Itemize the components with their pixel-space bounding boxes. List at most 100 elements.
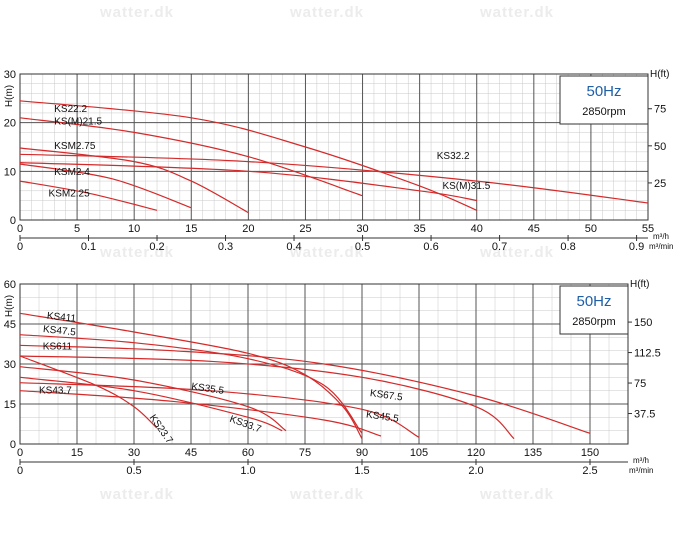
chart-subtitle: 2850rpm	[572, 316, 615, 328]
x-tick-label: 75	[299, 447, 311, 459]
watermark-text: watter.dk	[100, 244, 175, 261]
curve-label: KSM2.75	[54, 141, 96, 152]
curve-ks33-7	[19, 376, 283, 432]
x-tick-label: 20	[242, 223, 254, 235]
right-y-tick-label: 50	[654, 141, 666, 153]
x-tick-label: 15	[185, 223, 197, 235]
x-tick-label: 5	[74, 223, 80, 235]
chart-title: 50Hz	[576, 293, 611, 310]
x2-tick-label: 0.7	[492, 241, 507, 253]
curve-label: KS(M)21.5	[54, 117, 102, 128]
curve-label: KS(M)31.5	[442, 181, 490, 192]
x2-tick-label: 0.5	[355, 241, 370, 253]
curve-ksm2-75	[19, 147, 249, 214]
y-axis-label-right: H(ft)	[650, 69, 669, 80]
x-tick-label: 45	[185, 447, 197, 459]
curve-ks-m-31-5	[19, 162, 477, 202]
y-tick-label: 10	[4, 166, 16, 178]
x2-tick-label: 0.1	[81, 241, 96, 253]
x-axis-unit-primary: m³/h	[633, 456, 649, 465]
curve-ksm2-4	[19, 163, 192, 209]
right-y-tick-label: 37.5	[634, 409, 655, 421]
curve-label: KS67.5	[369, 388, 403, 404]
right-y-tick-label: 150	[634, 317, 652, 329]
x-axis-unit-secondary: m³/min	[649, 242, 673, 251]
chart-title: 50Hz	[586, 83, 621, 100]
x-tick-label: 90	[356, 447, 368, 459]
plot-frame	[19, 73, 649, 221]
x-tick-label: 45	[528, 223, 540, 235]
x-tick-label: 50	[585, 223, 597, 235]
x2-tick-label: 0.5	[126, 465, 141, 477]
curve-ks23-7	[19, 355, 158, 429]
curve-ks47-5	[19, 334, 363, 434]
y-tick-label: 0	[10, 215, 16, 227]
x-tick-label: 40	[471, 223, 483, 235]
curve-ks32-2	[19, 153, 649, 204]
curve-ks43-7	[19, 390, 382, 437]
y-tick-label: 30	[4, 359, 16, 371]
curve-label: KS411	[46, 311, 77, 325]
y-tick-label: 15	[4, 399, 16, 411]
watermark-text: watter.dk	[290, 4, 365, 21]
x-axis-unit-primary: m³/h	[653, 232, 669, 241]
curve-ks35-5	[19, 366, 287, 432]
watermark-text: watter.dk	[100, 4, 175, 21]
x-tick-label: 105	[410, 447, 428, 459]
curve-label: KS22.2	[54, 104, 87, 115]
curve-ks67-5	[19, 355, 515, 440]
x-tick-label: 0	[17, 447, 23, 459]
plot-frame	[19, 283, 629, 445]
y-axis-label-left: H(m)	[4, 295, 15, 317]
curve-ks611	[19, 344, 591, 434]
curve-label: KS47.5	[42, 324, 76, 338]
x-tick-label: 135	[524, 447, 542, 459]
x-tick-label: 55	[642, 223, 654, 235]
curve-ks411	[19, 312, 363, 440]
watermark-text: watter.dk	[290, 244, 365, 261]
legend-box	[559, 75, 649, 125]
curve-ks22-2	[19, 100, 477, 211]
right-y-tick-label: 25	[654, 178, 666, 190]
watermark-text: watter.dk	[290, 486, 365, 503]
x-tick-label: 25	[299, 223, 311, 235]
right-y-tick-label: 75	[634, 378, 646, 390]
watermark-text: watter.dk	[480, 4, 555, 21]
x2-tick-label: 0.8	[560, 241, 575, 253]
watermark-text: watter.dk	[480, 486, 555, 503]
x2-tick-label: 0.9	[629, 241, 644, 253]
right-y-tick-label: 75	[654, 104, 666, 116]
curve-label: KS43.7	[39, 385, 72, 396]
x2-tick-label: 0.3	[218, 241, 233, 253]
x-tick-label: 30	[356, 223, 368, 235]
x2-tick-label: 0.4	[286, 241, 301, 253]
x2-tick-label: 1.0	[240, 465, 255, 477]
y-axis-label-right: H(ft)	[630, 279, 649, 290]
curve-label: KSM2.4	[54, 167, 90, 178]
x-tick-label: 120	[467, 447, 485, 459]
y-tick-label: 45	[4, 319, 16, 331]
x2-tick-label: 2.5	[582, 465, 597, 477]
y-tick-label: 0	[10, 439, 16, 451]
curve-ksm2-25	[19, 180, 158, 211]
x-tick-label: 35	[414, 223, 426, 235]
curve-label: KS611	[43, 341, 73, 352]
x2-tick-label: 1.5	[354, 465, 369, 477]
x2-tick-label: 0.2	[149, 241, 164, 253]
chart-top: 0 5 10 15 20 25 30 35 40 45 50 55 0 0.1 0.2 0.3 0.4 0.5 0.…	[4, 69, 674, 253]
legend-box	[559, 285, 629, 335]
x-tick-label: 15	[71, 447, 83, 459]
x-tick-label: 30	[128, 447, 140, 459]
watermark-text: watter.dk	[100, 486, 175, 503]
x2-tick-label: 0	[17, 465, 23, 477]
x2-tick-label: 0	[17, 241, 23, 253]
y-axis-label-left: H(m)	[4, 85, 15, 107]
plot-area	[20, 74, 648, 220]
curve-label: KS35.5	[191, 381, 225, 397]
y-tick-label: 30	[4, 69, 16, 81]
y-tick-label: 60	[4, 279, 16, 291]
x-tick-label: 10	[128, 223, 140, 235]
curve-label: KS45.5	[365, 409, 399, 425]
